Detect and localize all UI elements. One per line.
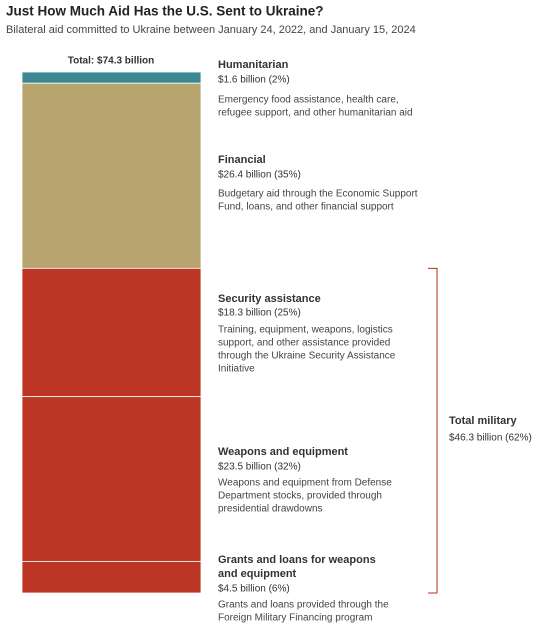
value-label: $23.5 billion (32%)	[218, 462, 301, 473]
bar-segment	[21, 267, 202, 398]
segment-description: Grants and loans provided through the	[218, 600, 389, 611]
segment-name: Weapons and equipment	[218, 446, 348, 458]
segment-description: refugee support, and other humanitarian …	[218, 108, 413, 119]
segment-description: presidential drawdowns	[218, 504, 323, 515]
segment-description: support, and other assistance provided	[218, 338, 390, 349]
segment-name: Security assistance	[218, 293, 321, 305]
segment-name: Financial	[218, 154, 266, 166]
bar-segment	[21, 561, 202, 594]
bar-segment	[21, 82, 202, 269]
value-label: $18.3 billion (25%)	[218, 308, 301, 319]
group-bracket	[428, 267, 438, 594]
segment-description: Training, equipment, weapons, logistics	[218, 325, 393, 336]
value-label: $26.4 billion (35%)	[218, 170, 301, 181]
chart-subtitle: Bilateral aid committed to Ukraine betwe…	[6, 24, 416, 36]
segment-description: Foreign Military Financing program	[218, 613, 373, 624]
segment-description: Department stocks, provided through	[218, 491, 382, 502]
group-name: Total military	[449, 415, 518, 427]
value-label: $4.5 billion (6%)	[218, 584, 290, 595]
segment-description: Weapons and equipment from Defense	[218, 478, 392, 489]
bar-segment	[21, 396, 202, 562]
segment-description: Emergency food assistance, health care,	[218, 95, 399, 106]
segment-name: Grants and loans for weapons and equipme…	[218, 554, 379, 580]
chart-title: Just How Much Aid Has the U.S. Sent to U…	[6, 4, 324, 19]
group-value-label: $46.3 billion (62%)	[449, 433, 532, 444]
segment-description: Fund, loans, and other financial support	[218, 202, 394, 213]
value-label: $1.6 billion (2%)	[218, 75, 290, 86]
bar-segment	[21, 71, 202, 84]
segment-description: Budgetary aid through the Economic Suppo…	[218, 189, 418, 200]
segment-description: Initiative	[218, 364, 255, 375]
total-label: Total: $74.3 billion	[68, 56, 155, 67]
segment-name: Humanitarian	[218, 59, 289, 71]
segment-description: through the Ukraine Security Assistance	[218, 351, 396, 362]
